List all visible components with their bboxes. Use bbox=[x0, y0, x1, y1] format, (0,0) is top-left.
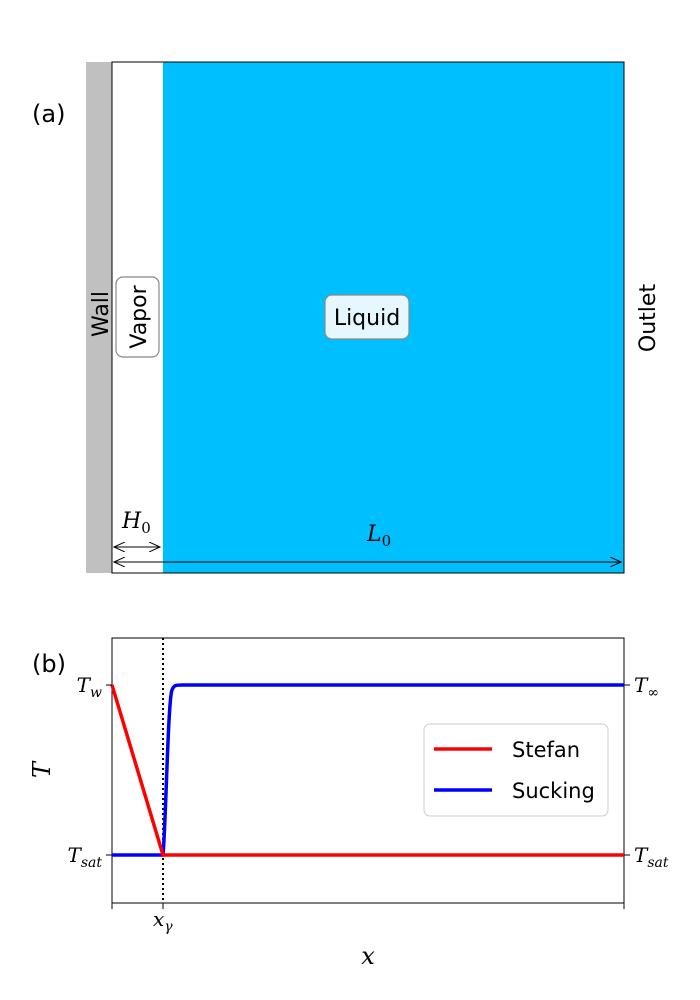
tick-label-tw: Tw bbox=[77, 673, 102, 701]
wall-label: Wall bbox=[89, 291, 114, 337]
tick-label-xgamma: xγ bbox=[153, 907, 173, 935]
l0-label: L0 bbox=[366, 522, 391, 550]
domain-frame bbox=[111, 61, 625, 574]
outlet-label: Outlet bbox=[636, 284, 661, 353]
tick-label-tinf: T∞ bbox=[634, 673, 659, 701]
y-axis-label: T bbox=[28, 760, 56, 778]
panel-b-label: (b) bbox=[32, 650, 66, 678]
vapor-label: Vapor bbox=[127, 284, 152, 348]
plot-frame bbox=[111, 637, 625, 904]
panel-a: (a) Wall Vapor Liquid Outlet H0 L0 bbox=[32, 61, 661, 574]
legend-box bbox=[423, 723, 609, 817]
tick-label-tsat-right: Tsat bbox=[634, 843, 669, 871]
liquid-label: Liquid bbox=[334, 306, 400, 331]
panel-a-label: (a) bbox=[32, 100, 65, 128]
legend-label-stefan: Stefan bbox=[512, 738, 580, 762]
legend-label-sucking: Sucking bbox=[512, 779, 595, 803]
sucking-curve bbox=[112, 683, 624, 857]
liquid-label-box bbox=[324, 294, 410, 340]
tick-label-tsat-left: Tsat bbox=[67, 843, 102, 871]
legend: Stefan Sucking bbox=[423, 723, 609, 817]
h0-label: H0 bbox=[121, 509, 151, 537]
wall-region bbox=[86, 62, 112, 573]
stefan-curve bbox=[110, 684, 624, 857]
panel-b: (b) Tw Tsat T∞ Tsat xγ T x bbox=[28, 637, 669, 970]
x-axis-label: x bbox=[361, 942, 375, 970]
vapor-label-box bbox=[115, 276, 160, 358]
